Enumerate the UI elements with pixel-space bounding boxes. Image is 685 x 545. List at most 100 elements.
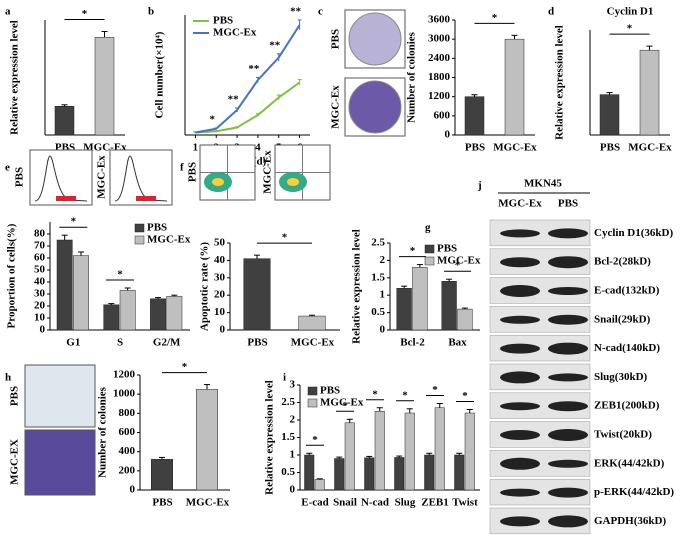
bar bbox=[298, 315, 326, 331]
y-axis-label: Number of colonies bbox=[406, 31, 418, 123]
bar bbox=[119, 290, 136, 331]
image-label: PBS bbox=[9, 386, 21, 406]
bar bbox=[457, 308, 473, 331]
band-label: Bcl-2(28kD) bbox=[594, 256, 651, 268]
significance: ** bbox=[290, 6, 302, 18]
legend-label: PBS bbox=[437, 243, 457, 255]
band-label: N-cad(140kD) bbox=[594, 342, 660, 354]
blot-band bbox=[548, 401, 588, 412]
x-tick-label: Snail bbox=[333, 497, 357, 509]
y-tick-label: 10 bbox=[214, 306, 226, 318]
blot-band bbox=[548, 459, 588, 468]
y-tick-label: 2.5 bbox=[281, 396, 295, 408]
line bbox=[195, 81, 301, 134]
histogram bbox=[34, 155, 88, 202]
y-tick-label: 800 bbox=[119, 407, 136, 419]
significance: * bbox=[210, 114, 216, 126]
bar bbox=[304, 454, 315, 491]
panel-letter: a bbox=[5, 6, 11, 18]
x-tick-label: MGC-Ex bbox=[186, 497, 230, 509]
y-axis-label: Relative expression level bbox=[9, 20, 21, 135]
bar bbox=[150, 298, 166, 331]
x-tick-label: Slug bbox=[395, 497, 416, 509]
x-tick-label: PBS bbox=[465, 142, 485, 154]
x-tick-label: N-cad bbox=[361, 497, 389, 509]
histogram-fill bbox=[136, 196, 156, 201]
band-label: ZEB1(200kD) bbox=[594, 400, 660, 412]
bar bbox=[243, 258, 271, 331]
dish bbox=[348, 12, 402, 66]
y-tick-label: 1800 bbox=[428, 71, 451, 83]
image-label: PBS bbox=[187, 162, 199, 182]
band-label: Cyclin D1(36kD) bbox=[594, 227, 673, 239]
blot-band bbox=[500, 488, 540, 497]
blot-band bbox=[548, 487, 588, 498]
bar bbox=[103, 304, 120, 331]
chart-title: Cyclin D1 bbox=[607, 6, 654, 18]
bar bbox=[166, 296, 183, 331]
band-label: Twist(20kD) bbox=[594, 429, 652, 441]
y-tick-label: 600 bbox=[434, 109, 451, 121]
x-tick-label: G2/M bbox=[153, 337, 181, 349]
bar bbox=[151, 459, 173, 491]
y-tick-label: 3600 bbox=[428, 14, 451, 26]
legend-label: MGC-Ex bbox=[147, 234, 191, 246]
bar bbox=[396, 287, 412, 331]
bar bbox=[374, 411, 385, 491]
blot-band bbox=[548, 342, 588, 355]
blot-band bbox=[500, 315, 540, 324]
y-axis-label: Proportion of cells(%) bbox=[6, 223, 18, 328]
image-label: MGC-Ex bbox=[262, 150, 274, 194]
blot-band bbox=[500, 457, 540, 470]
significance: ** bbox=[248, 63, 260, 75]
y-tick-label: 1000 bbox=[113, 388, 136, 400]
y-tick-label: 0 bbox=[290, 484, 296, 496]
image-label: MGC-EX bbox=[9, 439, 21, 485]
y-axis-label: Cell number(×10⁴) bbox=[154, 31, 166, 118]
band-label: Slug(30kD) bbox=[594, 371, 648, 383]
x-tick-label: Bcl-2 bbox=[400, 337, 425, 349]
blot-band bbox=[500, 371, 540, 384]
image-frame bbox=[24, 429, 96, 496]
panel-letter: d bbox=[548, 6, 554, 18]
histogram bbox=[114, 155, 168, 202]
x-tick-label: PBS bbox=[247, 337, 267, 349]
y-tick-label: 0.5 bbox=[281, 466, 295, 478]
lane-label: PBS bbox=[558, 198, 578, 210]
bar bbox=[54, 106, 75, 136]
image-label: MGC-Ex bbox=[330, 85, 342, 129]
y-tick-label: 3 bbox=[290, 379, 296, 391]
blot-band bbox=[548, 228, 588, 239]
band-label: GAPDH(36kD) bbox=[594, 515, 666, 527]
x-tick-label: MGC-Ex bbox=[628, 142, 672, 154]
x-tick-label: ZEB1 bbox=[421, 497, 449, 509]
legend-label: MGC-Ex bbox=[437, 255, 481, 267]
bar bbox=[314, 479, 325, 491]
y-tick-label: 50 bbox=[34, 264, 46, 276]
y-tick-label: 2400 bbox=[428, 52, 451, 64]
blot-band bbox=[500, 257, 540, 268]
blot-band bbox=[548, 429, 588, 441]
y-tick-label: 3000 bbox=[428, 33, 451, 45]
y-tick-label: 50 bbox=[214, 237, 226, 249]
legend-label: PBS bbox=[213, 15, 233, 27]
bar bbox=[412, 267, 428, 331]
significance: ** bbox=[228, 94, 240, 106]
x-tick-label: S bbox=[117, 337, 123, 349]
panel-letter: b bbox=[148, 6, 154, 18]
y-tick-label: 0 bbox=[380, 324, 386, 336]
significance: * bbox=[82, 8, 88, 20]
y-tick-label: 2.5 bbox=[371, 237, 385, 249]
bar bbox=[454, 454, 465, 491]
x-tick-label: MGC-Ex bbox=[291, 337, 335, 349]
legend-label: MGC-Ex bbox=[213, 27, 257, 39]
x-tick-label: PBS bbox=[600, 142, 620, 154]
y-tick-label: 40 bbox=[214, 254, 226, 266]
significance: * bbox=[282, 232, 288, 244]
band-label: ERK(44/42kD) bbox=[594, 457, 665, 469]
blot-band bbox=[500, 229, 540, 238]
panel-letter: c bbox=[318, 6, 323, 18]
significance: * bbox=[342, 400, 348, 412]
y-tick-label: 20 bbox=[214, 289, 226, 301]
y-axis-label: Number of colonies bbox=[97, 386, 109, 478]
